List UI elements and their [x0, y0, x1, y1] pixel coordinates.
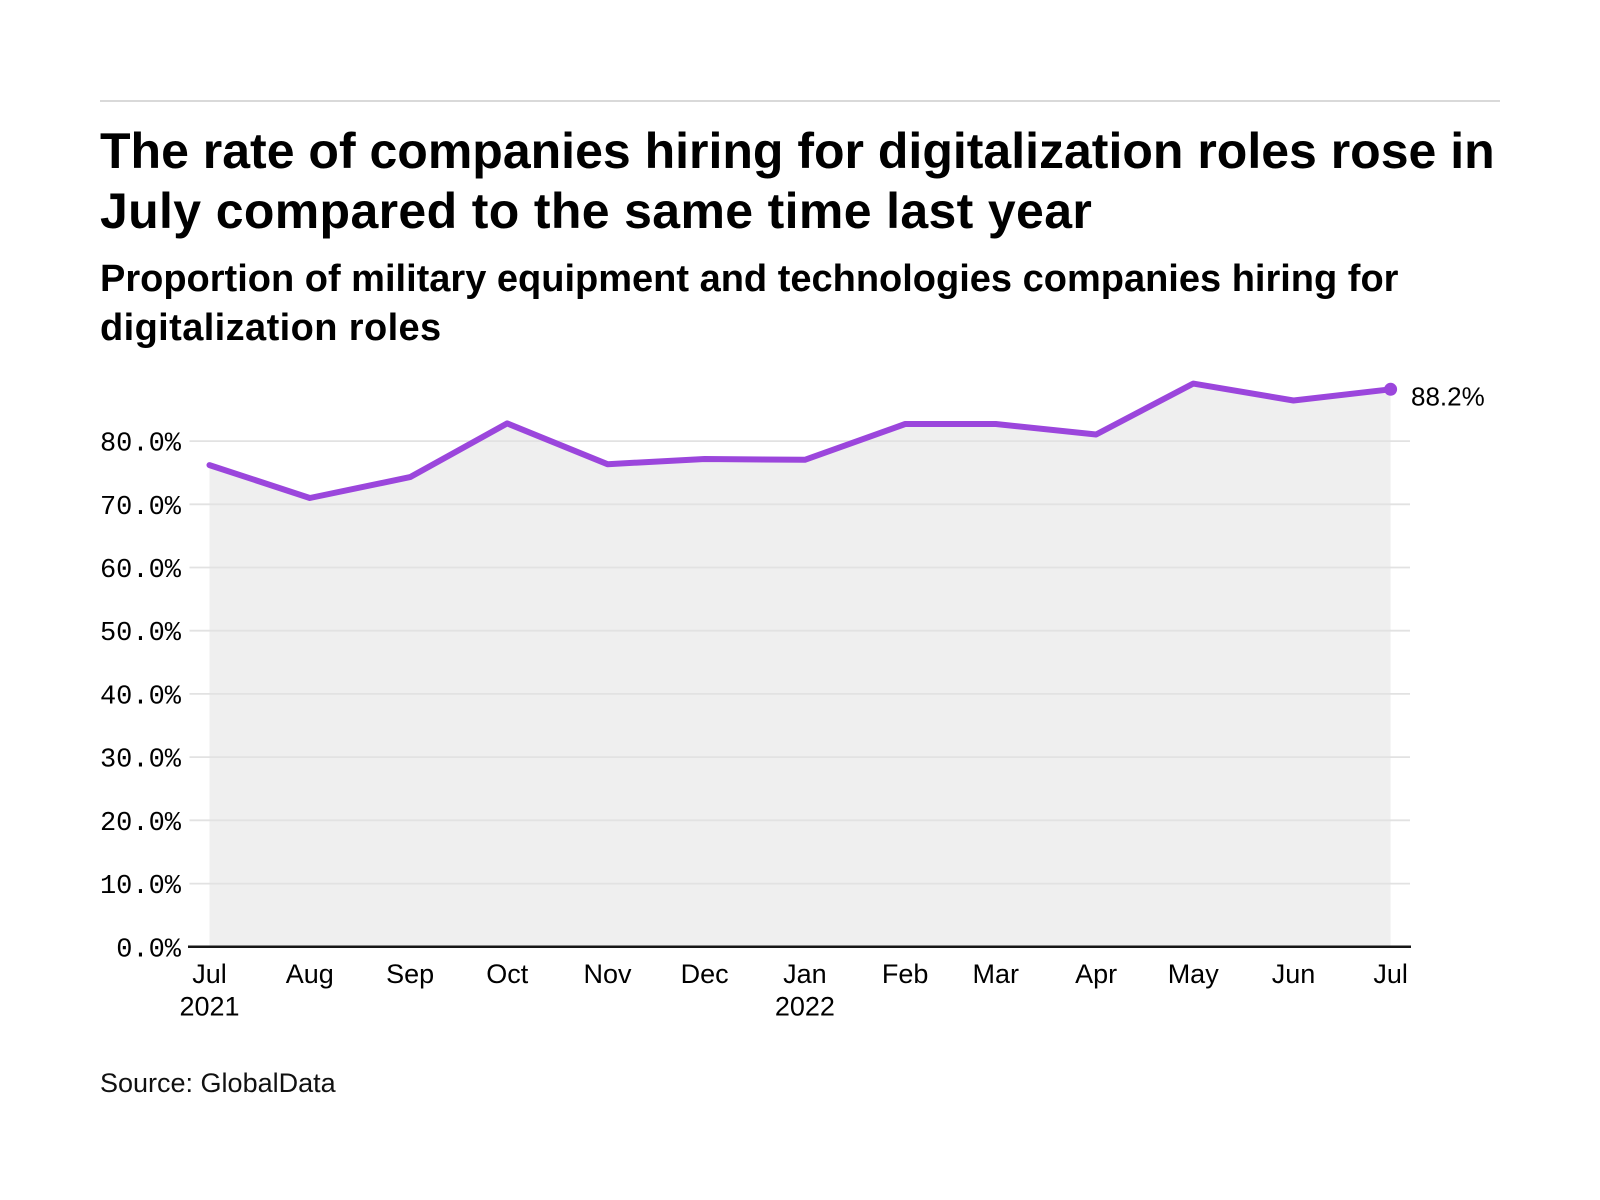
svg-text:60.0%: 60.0%	[100, 556, 182, 586]
svg-text:May: May	[1168, 959, 1220, 989]
svg-text:20.0%: 20.0%	[100, 809, 182, 839]
svg-text:88.2%: 88.2%	[1411, 382, 1485, 412]
svg-text:Nov: Nov	[583, 959, 632, 989]
svg-text:Apr: Apr	[1075, 959, 1117, 989]
svg-text:Dec: Dec	[681, 959, 729, 989]
svg-text:Sep: Sep	[386, 959, 434, 989]
svg-text:40.0%: 40.0%	[100, 682, 182, 712]
svg-text:Jun: Jun	[1272, 959, 1316, 989]
svg-text:Feb: Feb	[882, 959, 929, 989]
svg-text:2022: 2022	[775, 992, 835, 1022]
svg-text:Jul: Jul	[1373, 959, 1408, 989]
svg-text:80.0%: 80.0%	[100, 430, 182, 460]
svg-text:70.0%: 70.0%	[100, 493, 182, 523]
svg-text:Jan: Jan	[783, 959, 827, 989]
svg-text:10.0%: 10.0%	[100, 872, 182, 902]
svg-text:Aug: Aug	[286, 959, 334, 989]
svg-text:Oct: Oct	[486, 959, 529, 989]
svg-text:0.0%: 0.0%	[116, 935, 182, 965]
svg-text:2021: 2021	[179, 992, 239, 1022]
svg-text:Jul: Jul	[192, 959, 227, 989]
svg-text:Mar: Mar	[973, 959, 1020, 989]
svg-text:30.0%: 30.0%	[100, 746, 182, 776]
svg-text:50.0%: 50.0%	[100, 619, 182, 649]
